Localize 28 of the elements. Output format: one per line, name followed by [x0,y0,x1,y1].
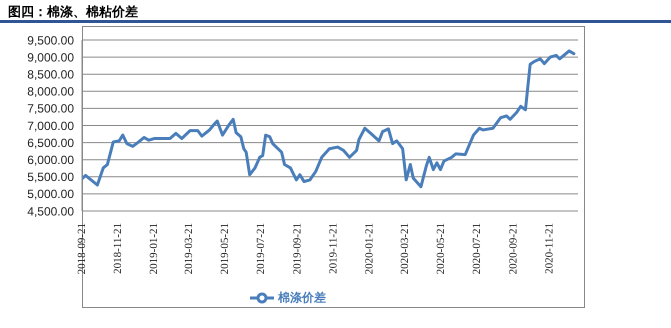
y-tick-label: 9,500.00 [27,33,74,48]
x-tick-label: 2020-05-21 [435,223,448,274]
x-tick-label: 2018-11-21 [112,223,124,274]
x-tick-label: 2019-07-21 [254,223,267,274]
y-tick-label: 6,000.00 [27,152,74,167]
x-tick-label: 2019-01-21 [148,223,160,274]
y-tick-label: 4,500.00 [27,204,74,218]
x-tick-label: 2019-09-21 [292,223,304,274]
x-tick-label: 2020-11-21 [544,223,556,274]
x-tick-label: 2019-05-21 [218,223,231,274]
y-tick-label: 8,500.00 [27,67,74,82]
x-tick-label: 2018-09-21 [76,223,88,274]
x-tick-label: 2020-07-21 [471,223,484,274]
legend-label: 棉涤价差 [278,290,326,304]
x-tick-label: 2019-11-21 [328,223,340,274]
y-tick-label: 6,500.00 [27,136,74,150]
x-tick-label: 2020-01-21 [364,223,376,274]
x-tick-label: 2019-03-21 [182,223,195,274]
line-series [82,49,576,188]
y-tick-label: 7,000.00 [27,118,74,133]
x-tick-label: 2020-09-21 [508,223,520,274]
y-tick-label: 8,000.00 [27,84,74,99]
y-tick-label: 5,500.00 [27,170,74,184]
x-tick-label: 2020-03-21 [398,223,411,274]
y-tick-label: 5,000.00 [27,187,74,202]
y-tick-label: 9,000.00 [27,50,74,64]
y-tick-label: 7,500.00 [27,102,74,116]
chart-title: 图四：棉涤、棉粘价差 [8,4,138,21]
